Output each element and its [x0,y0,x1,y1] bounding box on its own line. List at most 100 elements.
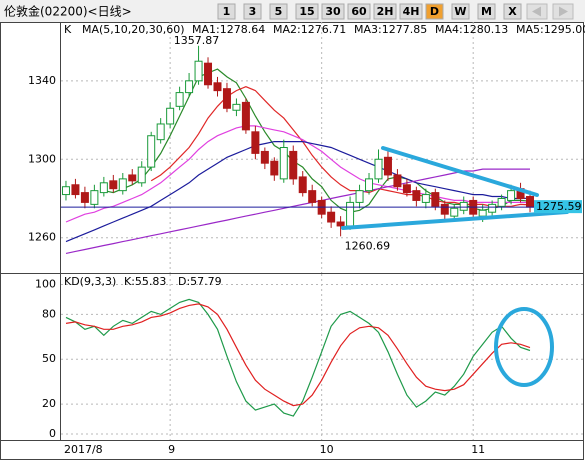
candle-body [194,60,203,82]
candle-body [346,201,355,227]
candle-body [90,190,99,205]
timeframe-button[interactable] [269,3,288,20]
annotations [341,146,569,387]
kd-panel: 0 20 50 80 100 2017/8 9 10 11 [35,274,584,456]
timeframe-button[interactable] [451,3,470,20]
candle-body [402,184,411,194]
x-tick-label: 10 [320,443,334,456]
timeframe-button[interactable] [217,3,236,20]
candle-body [99,182,108,194]
timeframe-button[interactable] [321,3,345,20]
candle-body [374,158,383,180]
candle-body [336,221,345,227]
candle-body [185,80,194,94]
price-panel: 1260 1300 1340 [28,22,584,273]
y-tick-label: 100 [35,277,56,290]
legend-entry: K:55.83 [124,275,166,288]
next-icon [559,6,568,17]
candle-body [383,156,392,176]
y-tick-label: 1340 [28,74,56,87]
candle-body [61,186,70,196]
last-price-label: 1275.59 [536,200,582,213]
candle-body [222,88,231,109]
candle-body [393,174,402,188]
candle-body [327,211,336,223]
candle-body [450,207,459,217]
high-label: 1357.87 [174,34,220,47]
button-label: 60 [351,5,367,18]
x-tick-label: 11 [471,443,485,456]
candle-body [478,209,487,217]
candle-body [355,190,364,203]
button-label: X [508,5,517,18]
labels: 1357.87 1260.69 1275.59 K MA(5,10,20,30,60) M… [64,23,585,288]
y-tick-label: 1300 [28,152,56,165]
candle-body [147,135,156,168]
timeframe-button[interactable] [425,3,444,20]
button-label: M [481,5,492,18]
candle-body [289,150,298,180]
legend-entry: MA1:1278.64 [192,23,265,36]
timeframe-button[interactable] [373,3,397,20]
y-tick-label: 80 [42,307,56,320]
button-label: W [454,5,466,18]
series-line [65,125,531,223]
trend-line [341,210,569,230]
candle-body [71,184,80,196]
candle-body [431,192,440,207]
trend-line [381,146,539,197]
candle-body [232,103,241,111]
candle-body [308,190,317,203]
legend-entry: D:57.79 [178,275,222,288]
legend-entry: MA3:1277.85 [354,23,427,36]
legend-entry: MA4:1280.13 [435,23,508,36]
candle-body [137,166,146,184]
candle-body [279,147,288,180]
candle-body [507,190,516,201]
timeframe-button[interactable] [399,3,423,20]
candle-body [156,123,165,141]
frame [0,22,584,460]
candle-body [204,62,213,86]
panel-label: K [64,23,72,36]
candle-body [80,192,89,203]
candle-body [298,176,307,194]
timeframe-button[interactable] [295,3,319,20]
indicator-label: KD(9,3,3) [64,275,116,288]
button-label: D [430,5,439,18]
button-label: 3 [249,5,257,18]
timeframe-button[interactable] [347,3,371,20]
y-tick-label: 20 [42,397,56,410]
timeframe-button[interactable] [503,3,522,20]
candle-body [175,92,184,107]
candle-body [251,131,260,154]
y-tick-label: 1260 [28,231,56,244]
x-tick-label: 2017/8 [64,443,103,456]
legend-entry: MA2:1276.71 [273,23,346,36]
candle-body [241,101,250,131]
button-label: 2H [377,5,394,18]
timeframe-button[interactable] [243,3,262,20]
candle-body [365,178,374,192]
candle-body [260,150,269,164]
candle-body [459,201,468,211]
candle-body [109,180,118,190]
candle-body [270,160,279,176]
series-line [65,298,531,417]
candle-body [421,194,430,203]
y-tick-label: 50 [42,352,56,365]
series-line [103,68,531,213]
candle-body [488,203,497,213]
series-line [65,303,531,407]
button-label: 4H [403,5,420,18]
candle-body [497,197,506,207]
series-line [65,141,531,243]
button-label: 1 [223,5,231,18]
candle-body [213,82,222,92]
candle-body [412,190,421,201]
timeframe-button[interactable] [477,3,496,20]
last-price-box [534,200,582,214]
candle-body [166,107,175,125]
